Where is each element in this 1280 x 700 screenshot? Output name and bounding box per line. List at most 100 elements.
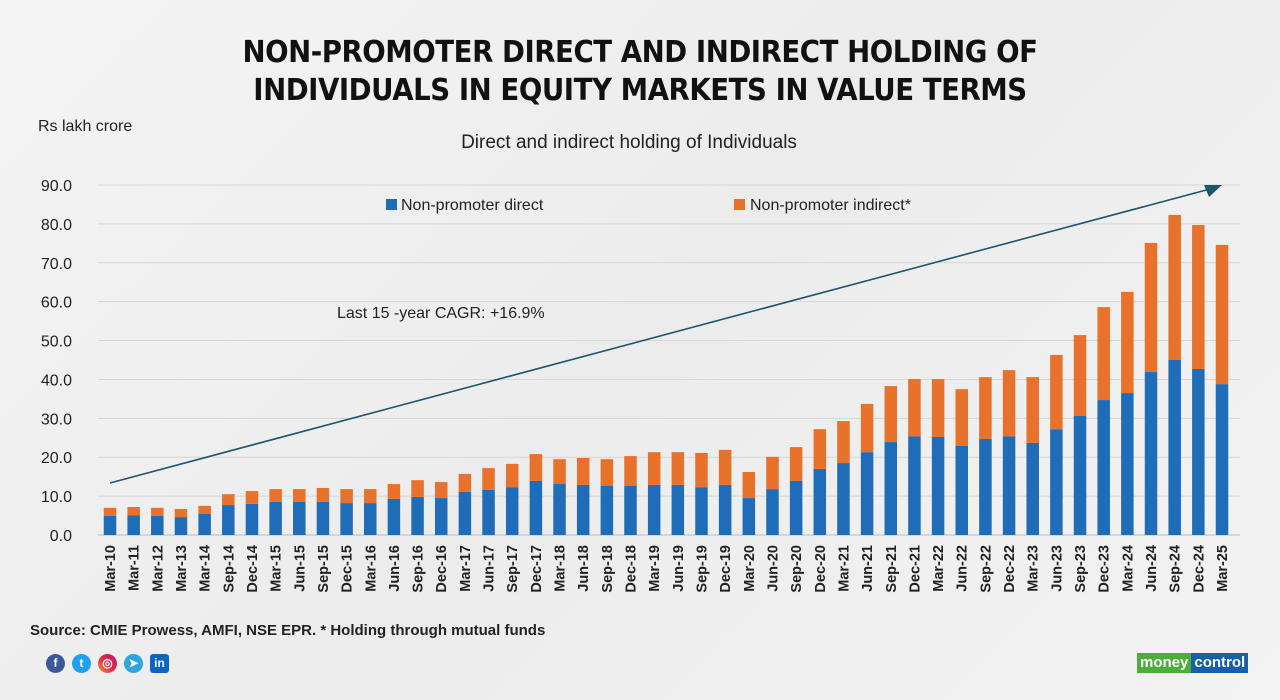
bar-indirect (576, 458, 590, 485)
bar-direct (387, 498, 401, 535)
x-tick-label: Mar-17 (458, 545, 474, 592)
x-tick-label: Sep-22 (978, 545, 994, 593)
bar-direct (269, 501, 282, 535)
x-tick-label: Dec-20 (813, 545, 829, 593)
x-tick-label: Sep-16 (411, 545, 427, 593)
linkedin-icon[interactable]: in (150, 654, 169, 673)
bar-indirect (222, 494, 235, 506)
bar-indirect (103, 507, 117, 516)
x-tick-label: Jun-16 (387, 545, 403, 592)
bar-direct (293, 501, 306, 535)
bar-direct (458, 491, 472, 535)
x-tick-label: Dec-22 (1002, 545, 1018, 593)
bar-direct (979, 438, 992, 535)
bar-indirect (837, 421, 850, 464)
x-tick-label: Mar-21 (836, 545, 852, 592)
y-axis-label: Rs lakh crore (38, 118, 133, 135)
bar-direct (955, 445, 968, 535)
bar-indirect (1026, 377, 1039, 443)
x-tick-label: Sep-21 (884, 545, 900, 593)
logo-part-money: money (1137, 653, 1192, 673)
trend-arrow-head (1204, 185, 1222, 197)
x-tick-label: Sep-14 (221, 545, 237, 593)
bar-indirect (1192, 225, 1205, 369)
bar-indirect (1215, 244, 1229, 385)
x-tick-label: Sep-18 (600, 545, 616, 593)
bar-indirect (1121, 291, 1134, 394)
bar-direct (340, 503, 353, 535)
x-tick-label: Mar-22 (931, 545, 947, 592)
bar-direct (718, 484, 732, 535)
bar-direct (1026, 442, 1039, 535)
bar-indirect (695, 452, 708, 488)
bar-indirect (766, 456, 779, 490)
bar-direct (884, 442, 898, 535)
bar-indirect (458, 473, 472, 492)
bar-indirect (1144, 242, 1158, 373)
cagr-annotation: Last 15 -year CAGR: +16.9% (337, 305, 545, 322)
bar-direct (576, 484, 590, 535)
bar-direct (1002, 436, 1016, 535)
y-tick-label: 30.0 (41, 411, 72, 428)
bar-direct (908, 436, 921, 535)
source-note: Source: CMIE Prowess, AMFI, NSE EPR. * H… (30, 622, 546, 639)
bar-direct (434, 498, 448, 535)
y-tick-label: 50.0 (41, 334, 72, 351)
bar-direct (245, 503, 259, 535)
bar-direct (198, 514, 211, 535)
bar-direct (1144, 372, 1158, 535)
twitter-icon[interactable]: t (72, 654, 91, 673)
x-tick-label: Mar-11 (127, 545, 143, 591)
bar-direct (411, 496, 424, 535)
y-tick-label: 90.0 (41, 178, 72, 195)
x-tick-label: Sep-23 (1073, 545, 1089, 593)
y-tick-label: 20.0 (41, 450, 72, 467)
bar-direct (647, 484, 661, 535)
facebook-icon[interactable]: f (46, 654, 65, 673)
x-tick-label: Dec-15 (340, 545, 356, 593)
bar-indirect (1168, 214, 1181, 360)
telegram-icon[interactable]: ➤ (124, 654, 143, 673)
bar-indirect (411, 480, 424, 497)
x-tick-label: Mar-20 (742, 545, 758, 592)
bar-indirect (955, 389, 968, 446)
x-tick-label: Dec-16 (434, 545, 450, 593)
bar-direct (1073, 416, 1087, 535)
bar-direct (1192, 368, 1205, 535)
bar-direct (529, 480, 543, 535)
bar-indirect (269, 489, 282, 502)
bar-indirect (647, 452, 661, 485)
chart-subtitle: Direct and indirect holding of Individua… (461, 132, 797, 153)
bar-direct (1121, 393, 1134, 535)
bar-indirect (198, 505, 211, 514)
x-tick-label: Sep-15 (316, 545, 332, 593)
bar-indirect (742, 472, 756, 499)
bar-indirect (931, 379, 945, 437)
legend-label-indirect: Non-promoter indirect* (750, 197, 911, 214)
bar-indirect (979, 377, 992, 439)
x-tick-label: Jun-21 (860, 545, 876, 592)
bar-indirect (813, 429, 827, 469)
x-tick-label: Sep-20 (789, 545, 805, 593)
chart-title: NON-PROMOTER DIRECT AND INDIRECT HOLDING… (51, 34, 1229, 110)
x-tick-label: Sep-19 (694, 545, 710, 593)
x-tick-label: Jun-17 (482, 545, 498, 592)
bar-direct (505, 487, 519, 535)
y-tick-label: 10.0 (41, 489, 72, 506)
x-tick-label: Dec-19 (718, 545, 734, 593)
bar-indirect (364, 489, 377, 504)
x-tick-label: Mar-10 (103, 545, 119, 592)
bar-direct (127, 515, 140, 535)
bar-indirect (505, 463, 519, 488)
x-tick-label: Sep-17 (505, 545, 521, 593)
bar-direct (174, 517, 188, 535)
x-tick-label: Mar-25 (1215, 545, 1231, 592)
instagram-icon[interactable]: ◎ (98, 654, 117, 673)
bar-direct (316, 501, 330, 535)
x-tick-label: Jun-18 (576, 545, 592, 592)
bar-indirect (316, 487, 330, 502)
x-tick-label: Sep-24 (1168, 545, 1184, 593)
y-tick-label: 0.0 (50, 528, 72, 545)
x-tick-label: Mar-15 (269, 545, 285, 592)
